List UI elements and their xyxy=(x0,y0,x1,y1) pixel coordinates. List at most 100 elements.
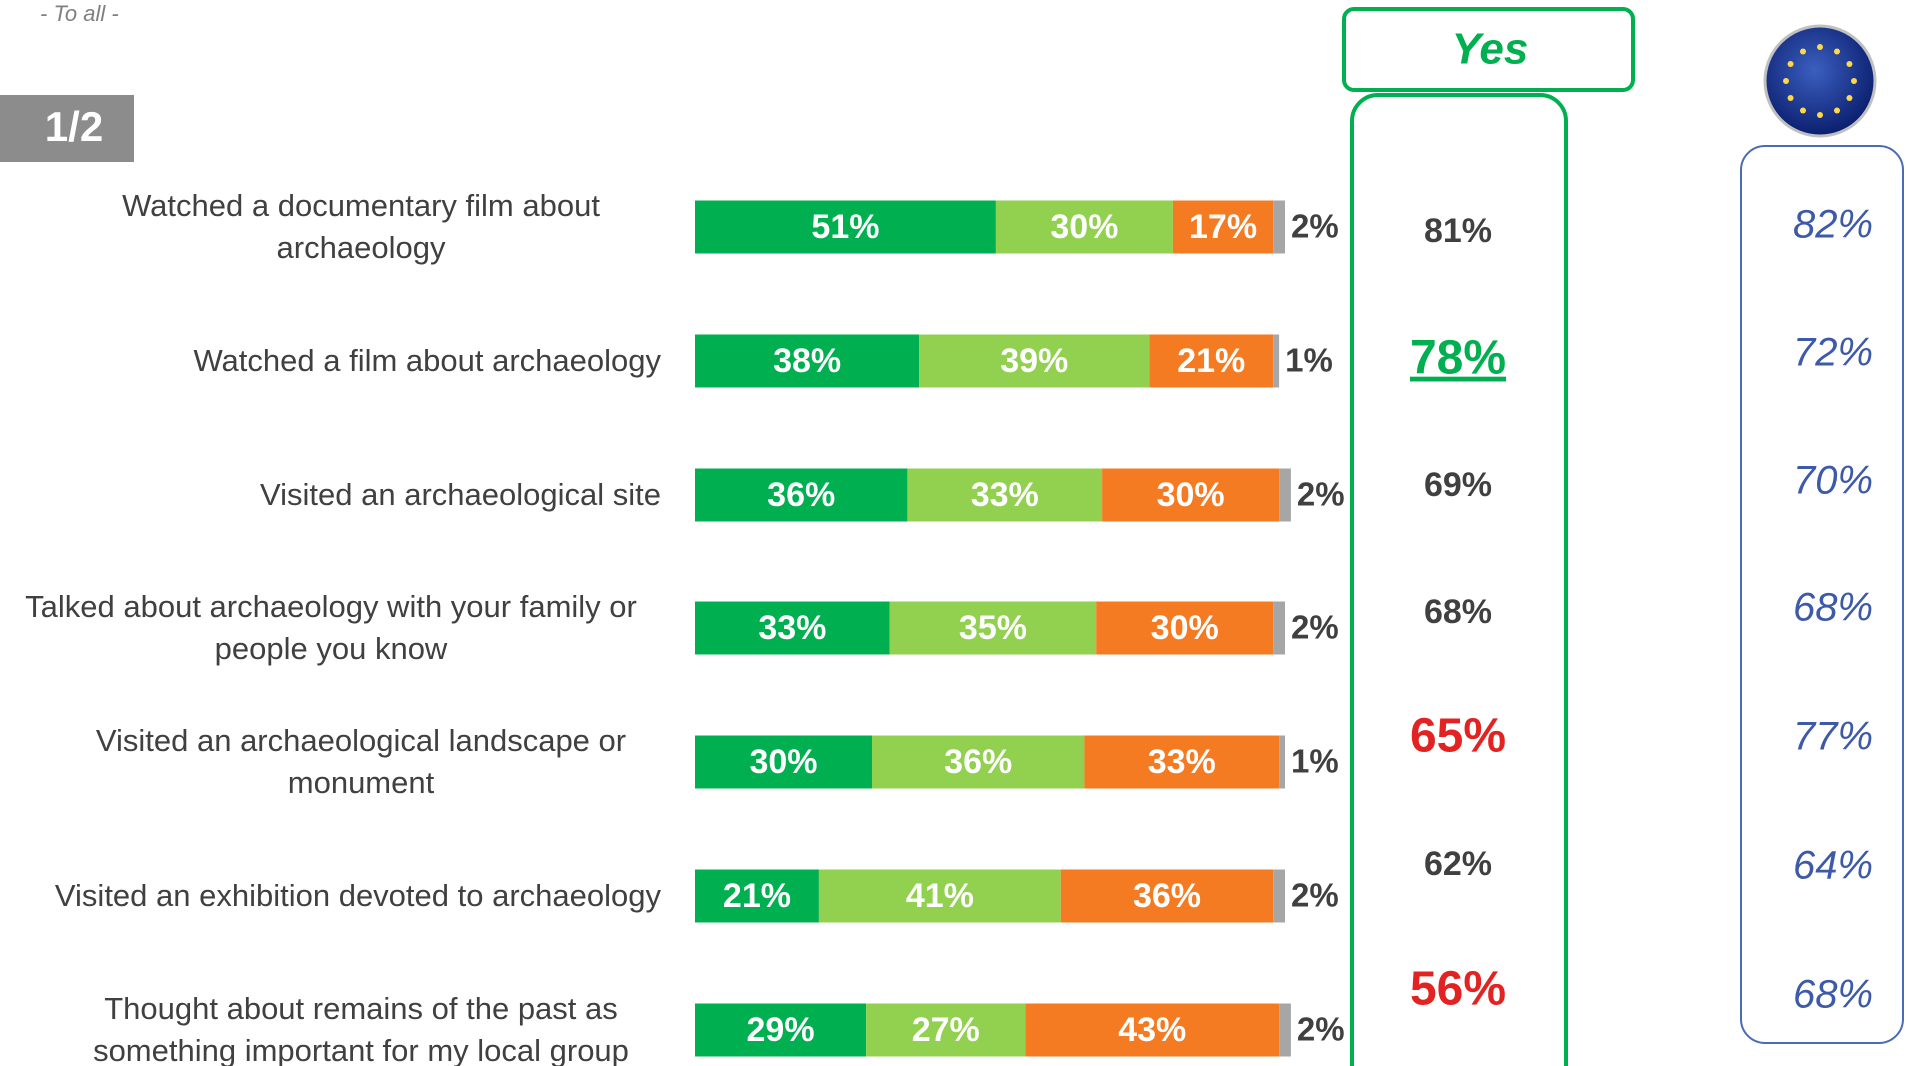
eu-flag xyxy=(1763,24,1877,138)
bar-segment xyxy=(1279,1003,1291,1057)
value-label: 2% xyxy=(1291,609,1339,646)
bar-segment xyxy=(695,1003,867,1057)
value-label: 2% xyxy=(1297,476,1345,513)
bar-segment xyxy=(695,735,872,789)
eu-value: 68% xyxy=(1793,973,1873,1017)
value-label: 33% xyxy=(758,609,826,647)
note: - To all - xyxy=(40,1,119,26)
value-label: 1% xyxy=(1291,743,1339,780)
star xyxy=(1817,44,1823,50)
yes-header: Yes xyxy=(1452,25,1529,74)
value-label: 39% xyxy=(1000,342,1068,380)
category-label: Watched a documentary film about archaeo… xyxy=(122,188,600,265)
category-label: Talked about archaeology with your famil… xyxy=(25,589,637,666)
bar-segment xyxy=(1025,1003,1280,1057)
value-label: 30% xyxy=(1050,208,1118,246)
value-label: 36% xyxy=(1133,877,1201,915)
yes-value: 68% xyxy=(1424,593,1492,631)
bar-segment xyxy=(1273,334,1280,388)
page-number: 1/2 xyxy=(45,103,103,150)
category-label: Visited an exhibition devoted to archaeo… xyxy=(54,878,661,913)
value-label: 33% xyxy=(1148,743,1216,781)
value-label: 21% xyxy=(723,877,791,915)
value-label: 30% xyxy=(1151,609,1219,647)
category-label: Watched a film about archaeology xyxy=(193,343,661,378)
value-label: 38% xyxy=(773,342,841,380)
bar-segment xyxy=(1279,468,1291,522)
star xyxy=(1846,61,1853,67)
yes-header-box xyxy=(1342,7,1635,92)
value-label: 41% xyxy=(906,877,974,915)
star xyxy=(1800,107,1806,114)
eu-value: 77% xyxy=(1793,715,1873,759)
bar-segment xyxy=(1279,735,1285,789)
eu-value: 70% xyxy=(1793,459,1873,503)
bar-segment xyxy=(1273,869,1285,923)
bar-segment xyxy=(695,200,996,254)
bar-segment xyxy=(866,1003,1026,1057)
value-label: 35% xyxy=(959,609,1027,647)
category-label: Visited an archaeological site xyxy=(260,477,661,512)
yes-value: 69% xyxy=(1424,466,1492,504)
star xyxy=(1800,48,1806,55)
eu-value: 64% xyxy=(1793,844,1873,888)
value-label: 29% xyxy=(747,1011,815,1049)
bar-segment xyxy=(1273,601,1285,655)
value-label: 43% xyxy=(1118,1011,1186,1049)
bar-segment xyxy=(1149,334,1274,388)
bar-segment xyxy=(1273,200,1285,254)
star xyxy=(1834,48,1840,55)
yes-value: 62% xyxy=(1424,845,1492,883)
page-badge xyxy=(0,95,134,162)
value-label: 33% xyxy=(971,476,1039,514)
bar-segment xyxy=(695,869,819,923)
value-label: 2% xyxy=(1291,877,1339,914)
bar-segment xyxy=(907,468,1103,522)
value-label: 36% xyxy=(767,476,835,514)
value-label: 36% xyxy=(944,743,1012,781)
bar-segment xyxy=(872,735,1085,789)
star xyxy=(1783,78,1789,84)
yes-column xyxy=(1350,93,1568,1066)
bar-segment xyxy=(1172,200,1274,254)
eu-value: 68% xyxy=(1793,586,1873,630)
bar-segment xyxy=(919,334,1150,388)
value-label: 2% xyxy=(1291,208,1339,245)
bar-segment xyxy=(889,601,1097,655)
value-label: 27% xyxy=(912,1011,980,1049)
value-label: 30% xyxy=(749,743,817,781)
bar-segment xyxy=(695,468,908,522)
value-label: 51% xyxy=(811,208,879,246)
bar-segment xyxy=(995,200,1173,254)
bar-segment xyxy=(1084,735,1280,789)
star xyxy=(1787,61,1794,67)
value-label: 2% xyxy=(1297,1011,1345,1048)
value-label: 17% xyxy=(1189,208,1257,246)
bar-segment xyxy=(695,601,890,655)
category-label: Visited an archaeological landscape or m… xyxy=(95,723,627,800)
value-label: 30% xyxy=(1157,476,1225,514)
star xyxy=(1787,95,1794,101)
bar-segment xyxy=(1102,468,1280,522)
yes-value: 65% xyxy=(1410,710,1506,763)
star xyxy=(1834,107,1840,114)
star xyxy=(1817,112,1823,118)
eu-value: 82% xyxy=(1793,203,1873,247)
yes-value: 78% xyxy=(1410,332,1506,385)
category-label: Thought about remains of the past as som… xyxy=(93,991,629,1066)
bar-segment xyxy=(695,334,920,388)
bar-segment xyxy=(1096,601,1274,655)
value-label: 1% xyxy=(1285,342,1333,379)
yes-value: 81% xyxy=(1424,212,1492,250)
star xyxy=(1851,78,1857,84)
bar-segment xyxy=(818,869,1061,923)
bar-segment xyxy=(1060,869,1274,923)
yes-value: 56% xyxy=(1410,963,1506,1016)
star xyxy=(1846,95,1853,101)
value-label: 21% xyxy=(1177,342,1245,380)
eu-column xyxy=(1740,145,1904,1044)
eu-stars xyxy=(1783,44,1857,118)
eu-value: 72% xyxy=(1793,331,1873,375)
